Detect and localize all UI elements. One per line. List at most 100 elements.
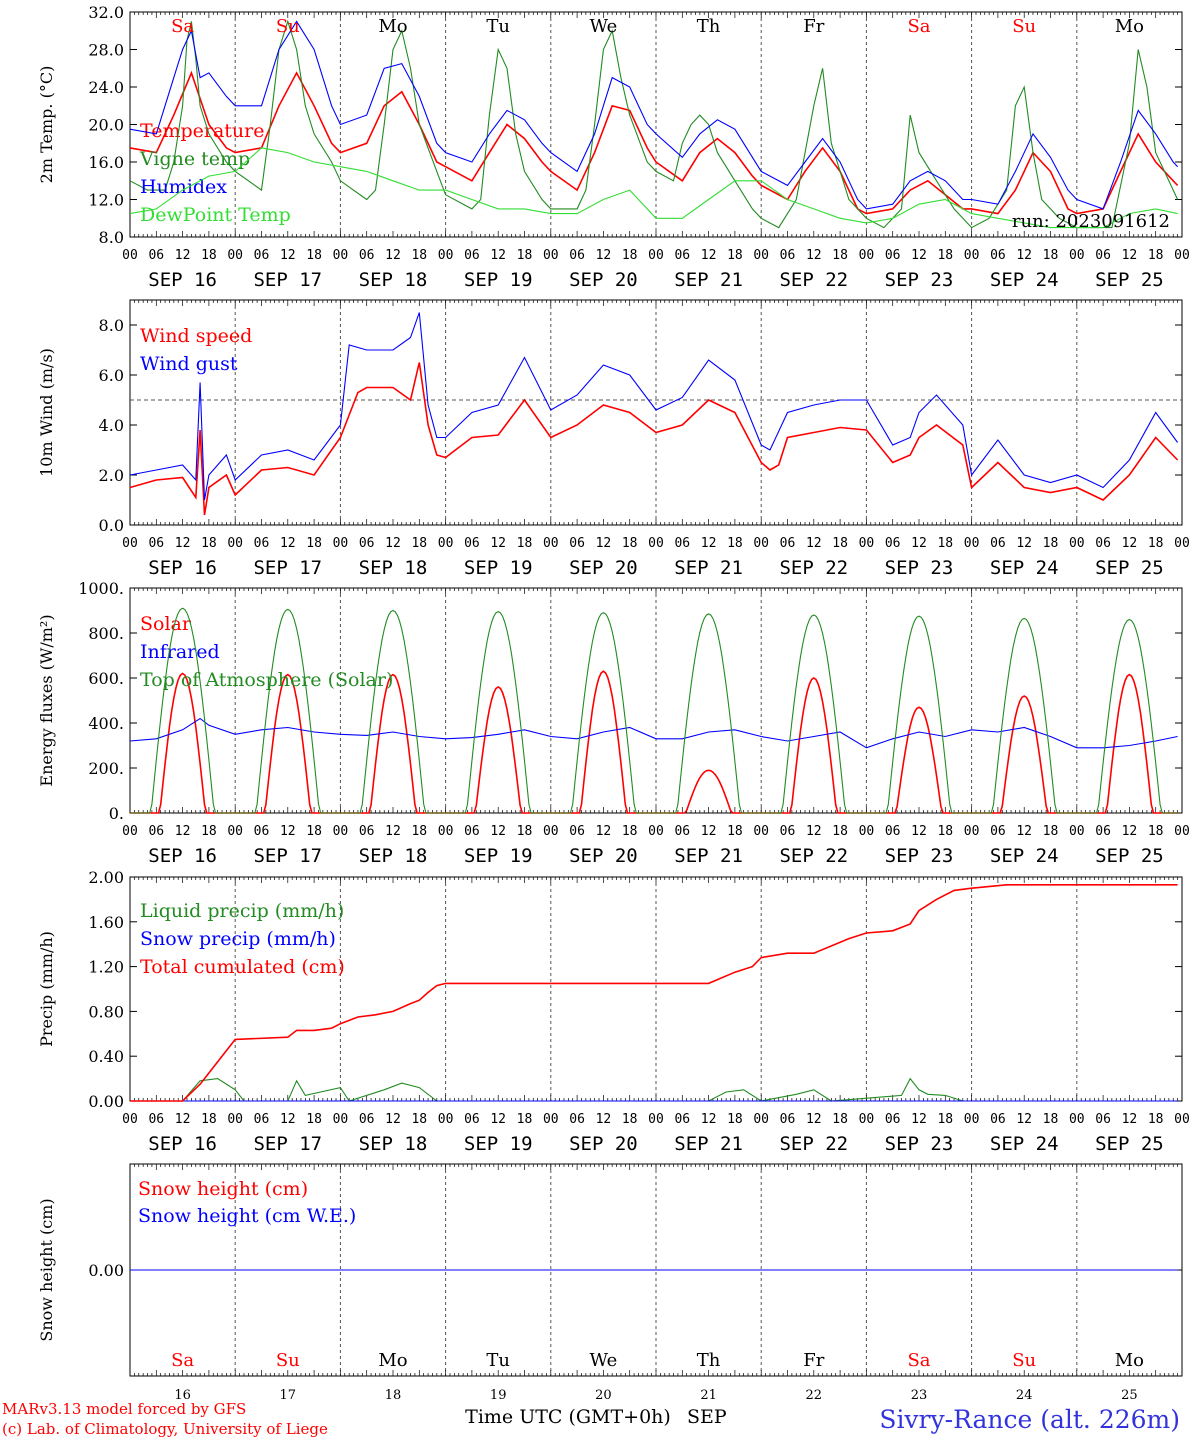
date-label: SEP 22 — [779, 269, 848, 291]
hour-tick-label: 18 — [201, 1112, 217, 1127]
y-tick-label: 20.0 — [88, 116, 124, 135]
series-line-top-of-atmosphere-solar- — [130, 607, 1178, 814]
day-number: 24 — [1016, 1388, 1033, 1403]
y-axis-label: Energy fluxes (W/m²) — [37, 614, 56, 786]
hour-tick-label: 12 — [385, 1112, 401, 1127]
legend-solar: Solar — [140, 613, 192, 635]
hour-tick-label: 12 — [490, 536, 506, 551]
y-axis-label: 10m Wind (m/s) — [37, 348, 56, 477]
y-axis-label: Precip (mm/h) — [37, 931, 56, 1047]
hour-tick-label: 06 — [1095, 824, 1111, 839]
hour-tick-label: 12 — [911, 1112, 927, 1127]
hour-tick-label: 06 — [359, 1112, 375, 1127]
hour-tick-label: 12 — [806, 824, 822, 839]
date-label: SEP 22 — [779, 1133, 848, 1155]
y-tick-label: 6.0 — [99, 366, 124, 385]
date-label: SEP 25 — [1095, 269, 1164, 291]
legend-dewpoint-temp: DewPoint Temp — [140, 204, 291, 226]
date-label: SEP 23 — [885, 845, 954, 867]
hour-tick-label: 18 — [727, 536, 743, 551]
hour-tick-label: 00 — [227, 1112, 243, 1127]
y-tick-label: 8.0 — [99, 228, 124, 247]
hour-tick-label: 00 — [753, 536, 769, 551]
hour-tick-label: 18 — [201, 248, 217, 263]
hour-tick-label: 12 — [596, 248, 612, 263]
day-abbr: We — [590, 1350, 618, 1371]
hour-tick-label: 00 — [753, 248, 769, 263]
panel-2: 0.0 2.0 4.0 6.0 8.0 10m Wind (m/s) Wind speed W… — [37, 299, 1190, 579]
date-label: SEP 22 — [779, 845, 848, 867]
hour-tick-label: 18 — [517, 248, 533, 263]
hour-tick-label: 18 — [1043, 1112, 1059, 1127]
y-tick-label: 1000. — [78, 579, 124, 598]
hour-tick-label: 00 — [543, 1112, 559, 1127]
hour-tick-label: 18 — [622, 536, 638, 551]
hour-tick-label: 06 — [780, 1112, 796, 1127]
hour-tick-label: 06 — [254, 536, 270, 551]
hour-tick-label: 00 — [1069, 1112, 1085, 1127]
y-tick-label: 0. — [109, 804, 124, 823]
series-line-solar — [130, 670, 1178, 814]
date-label: SEP 24 — [990, 845, 1059, 867]
y-tick-label: 0.00 — [88, 1092, 124, 1111]
hour-tick-label: 12 — [490, 248, 506, 263]
date-label: SEP 18 — [359, 269, 428, 291]
hour-tick-label: 00 — [122, 1112, 138, 1127]
hour-tick-label: 00 — [438, 536, 454, 551]
hour-tick-label: 12 — [280, 824, 296, 839]
y-tick-label: 2.0 — [99, 466, 124, 485]
hour-tick-label: 06 — [1095, 248, 1111, 263]
hour-tick-label: 00 — [964, 248, 980, 263]
legend-snow-precip-mm-h-: Snow precip (mm/h) — [140, 928, 336, 950]
hour-tick-label: 18 — [306, 536, 322, 551]
legend-wind-speed: Wind speed — [140, 325, 252, 347]
hour-tick-label: 00 — [964, 1112, 980, 1127]
legend-total-cumulated-cm-: Total cumulated (cm) — [140, 956, 345, 978]
date-label: SEP 18 — [359, 845, 428, 867]
hour-tick-label: 12 — [1122, 824, 1138, 839]
hour-tick-label: 00 — [1174, 1112, 1190, 1127]
hour-tick-label: 12 — [1122, 536, 1138, 551]
hour-tick-label: 18 — [1043, 248, 1059, 263]
day-abbr: Su — [1012, 16, 1036, 37]
hour-tick-label: 06 — [359, 248, 375, 263]
day-abbr: Sa — [171, 16, 194, 37]
hour-tick-label: 18 — [832, 536, 848, 551]
hour-tick-label: 06 — [990, 1112, 1006, 1127]
hour-tick-label: 06 — [990, 536, 1006, 551]
footer-model: MARv3.13 model forced by GFS — [2, 1400, 246, 1418]
date-label: SEP 21 — [674, 1133, 743, 1155]
y-tick-label: 0.00 — [88, 1261, 124, 1280]
date-label: SEP 24 — [990, 1133, 1059, 1155]
hour-tick-label: 12 — [806, 536, 822, 551]
y-axis-label: 2m Temp. (°C) — [37, 66, 56, 184]
date-label: SEP 20 — [569, 845, 638, 867]
hour-tick-label: 18 — [727, 1112, 743, 1127]
day-number: 19 — [490, 1388, 507, 1403]
hour-tick-label: 00 — [543, 248, 559, 263]
hour-tick-label: 06 — [254, 1112, 270, 1127]
legend-snow-height-cm-w-e-: Snow height (cm W.E.) — [138, 1205, 356, 1227]
y-tick-label: 0.80 — [88, 1002, 124, 1021]
date-label: SEP 18 — [359, 557, 428, 579]
plot-frame — [129, 299, 1183, 526]
hour-tick-label: 06 — [674, 824, 690, 839]
hour-tick-label: 12 — [701, 536, 717, 551]
day-number: 22 — [806, 1388, 823, 1403]
hour-tick-label: 12 — [385, 536, 401, 551]
series-line-infrared — [129, 717, 1178, 749]
footer-copyright: (c) Lab. of Climatology, University of L… — [2, 1420, 328, 1438]
day-number: 23 — [911, 1388, 928, 1403]
hour-tick-label: 18 — [517, 1112, 533, 1127]
hour-tick-label: 06 — [885, 248, 901, 263]
hour-tick-label: 12 — [701, 248, 717, 263]
hour-tick-label: 06 — [780, 536, 796, 551]
hour-tick-label: 18 — [622, 248, 638, 263]
hour-tick-label: 00 — [648, 1112, 664, 1127]
hour-tick-label: 00 — [1174, 536, 1190, 551]
day-abbr: Mo — [1115, 1350, 1144, 1371]
hour-tick-label: 00 — [1069, 824, 1085, 839]
hour-tick-label: 12 — [280, 536, 296, 551]
hour-tick-label: 06 — [359, 824, 375, 839]
